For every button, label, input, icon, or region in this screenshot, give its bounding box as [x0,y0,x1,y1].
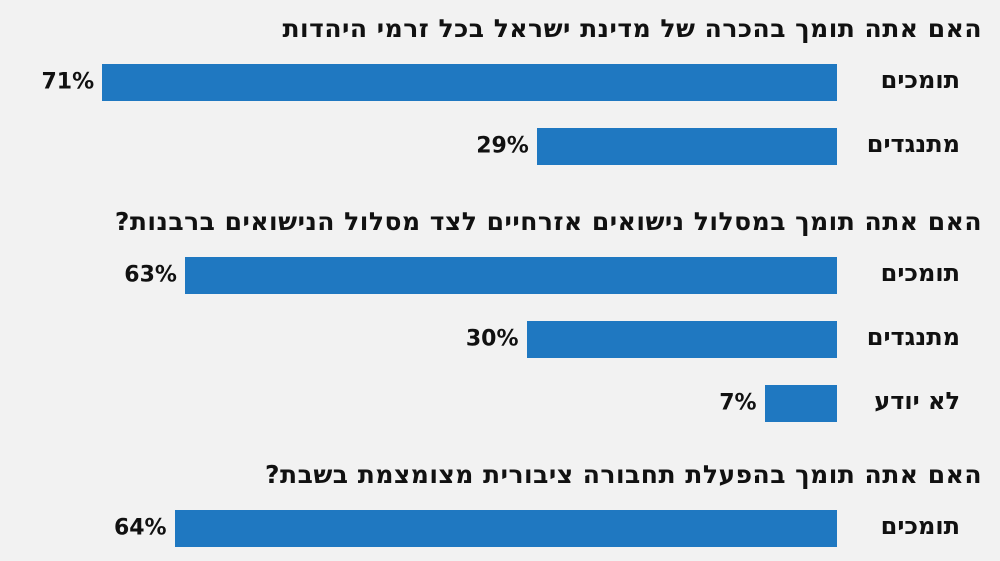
value-label: 63% [124,262,177,288]
bar [526,320,837,358]
category-label: לא יודע [874,387,960,415]
bar [184,256,837,294]
category-label: מתנגדים [866,323,960,351]
category-label: תומכים [880,512,960,540]
bar [764,384,837,422]
category-label: תומכים [880,259,960,287]
bar [174,509,837,547]
bar [102,63,837,101]
question-title: האם אתה תומך בהפעלת תחבורה ציבורית מצומצ… [265,460,982,489]
value-label: 7% [719,390,757,416]
question-title: האם אתה תומך במסלול נישואים אזרחיים לצד … [114,207,982,236]
category-label: מתנגדים [866,130,960,158]
value-label: 64% [113,515,167,541]
value-label: 30% [465,326,519,352]
value-label: 71% [41,69,95,95]
question-title: האם אתה תומך בהכרה של מדינת ישראל בכל זר… [282,14,982,43]
bar [536,127,837,165]
value-label: 29% [476,133,529,159]
category-label: תומכים [880,66,960,94]
